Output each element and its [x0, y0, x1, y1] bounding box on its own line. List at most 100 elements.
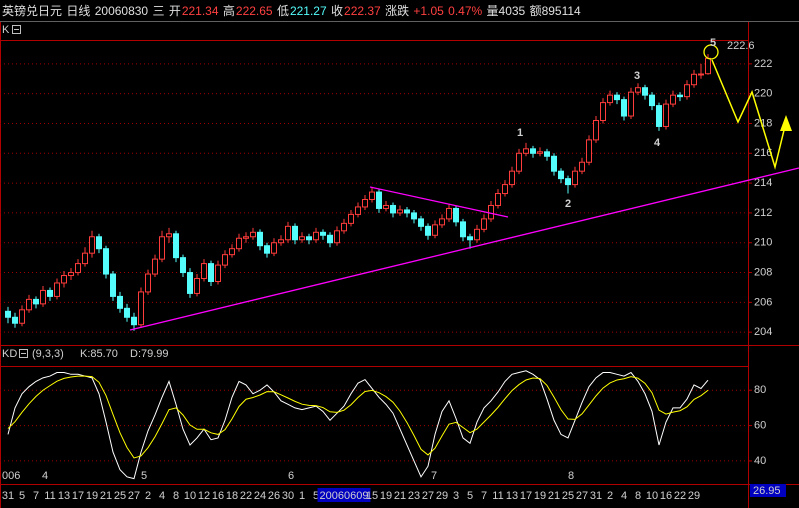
candle-body	[264, 245, 270, 254]
trend-line	[129, 167, 799, 331]
candle-body	[600, 102, 606, 121]
date: 20060830	[94, 4, 149, 18]
x-tick-label: 2	[607, 490, 613, 502]
month-label: 4	[42, 470, 48, 482]
x-tick-label: 22	[674, 490, 686, 502]
candle-body	[453, 207, 459, 223]
candle-body	[544, 151, 550, 157]
candle-body	[558, 170, 564, 180]
trend-line	[369, 186, 509, 218]
candle-body	[432, 224, 438, 236]
candle-body	[103, 248, 109, 275]
x-tick-label: 29	[688, 490, 700, 502]
x-tick-label: 19	[534, 490, 546, 502]
candle-body	[138, 291, 144, 326]
candle-body	[201, 263, 207, 280]
x-tick-label: 22	[240, 490, 252, 502]
candle-body	[362, 199, 368, 208]
candle-body	[586, 139, 592, 163]
candle-body	[131, 316, 137, 326]
candle-body	[33, 298, 39, 305]
axis-value: 26.95	[753, 485, 781, 497]
candle-body	[663, 103, 669, 127]
axis-value-box	[750, 484, 786, 497]
candle-body	[278, 239, 284, 244]
change-pct: 0.47%	[448, 4, 483, 18]
candle-body	[47, 289, 53, 297]
candle-body	[565, 178, 571, 186]
wave-label: 5	[710, 37, 716, 49]
y-tick-label: 216	[754, 147, 772, 159]
candle-body	[19, 309, 25, 324]
x-tick-label: 17	[520, 490, 532, 502]
candle-body	[411, 212, 417, 220]
candle-body	[96, 236, 102, 250]
candle-body	[313, 231, 319, 241]
y-tick-label: 204	[754, 326, 772, 338]
candle-body	[236, 237, 242, 250]
candle-body	[614, 94, 620, 101]
x-tick-label: 12	[198, 490, 210, 502]
candle-body	[257, 231, 263, 247]
wave-label: 4	[654, 137, 661, 149]
candle-body	[509, 170, 515, 186]
amount: 额895114	[529, 4, 581, 18]
candle-body	[523, 148, 529, 154]
candle-body	[502, 184, 508, 195]
candle-body	[187, 272, 193, 294]
x-tick-label: 1	[299, 490, 305, 502]
candle-body	[425, 225, 431, 236]
wave-label: 1	[517, 127, 523, 139]
open: 221.34	[181, 4, 219, 18]
candle-body	[173, 233, 179, 259]
candle-body	[691, 73, 697, 86]
candle-body	[607, 94, 613, 104]
x-tick-label: 18	[226, 490, 238, 502]
candle-body	[285, 225, 291, 241]
x-tick-label: 25	[114, 490, 126, 502]
panel-label: KD	[2, 348, 17, 360]
candle-body	[117, 295, 123, 309]
x-tick-label: 21	[394, 490, 406, 502]
kd-line	[7, 370, 709, 480]
x-tick-label: 17	[72, 490, 84, 502]
candle-body	[474, 228, 480, 241]
candle-body	[215, 264, 221, 282]
x-tick-label: 16	[212, 490, 224, 502]
candle-body	[460, 221, 466, 238]
candle-body	[656, 105, 662, 127]
candle-body	[698, 73, 704, 76]
projection-line	[711, 59, 787, 170]
candle-body	[467, 236, 473, 241]
x-tick-label: 11	[44, 490, 55, 502]
period: 日线	[66, 4, 91, 18]
candle-body	[26, 298, 32, 311]
x-tick-label: 27	[576, 490, 588, 502]
price-label: 222.6	[727, 40, 755, 52]
x-tick-label: 8	[173, 490, 179, 502]
candle-body	[82, 252, 88, 265]
x-tick-label: 7	[481, 490, 487, 502]
x-tick-label: 7	[33, 490, 39, 502]
candle-body	[222, 254, 228, 266]
y-tick-label: 208	[754, 266, 772, 278]
candle-body	[530, 148, 536, 154]
x-tick-label: 5	[19, 490, 25, 502]
x-tick-label: 2	[145, 490, 151, 502]
candle-body	[327, 234, 333, 244]
x-tick-label: 19	[380, 490, 392, 502]
weekday: 三	[152, 4, 165, 18]
y-tick-label: 210	[754, 237, 772, 249]
x-tick-label: 29	[436, 490, 448, 502]
candle-body	[271, 242, 277, 254]
x-tick-label: 20060609	[320, 490, 369, 502]
candle-body	[593, 119, 599, 141]
candle-body	[369, 191, 375, 201]
candle-body	[166, 233, 172, 238]
y-tick-label: 222	[754, 58, 772, 70]
y-tick-label: 40	[754, 455, 766, 467]
candle-body	[376, 191, 382, 209]
candle-body	[537, 151, 543, 154]
candle-body	[390, 204, 396, 214]
candle-body	[54, 282, 60, 297]
